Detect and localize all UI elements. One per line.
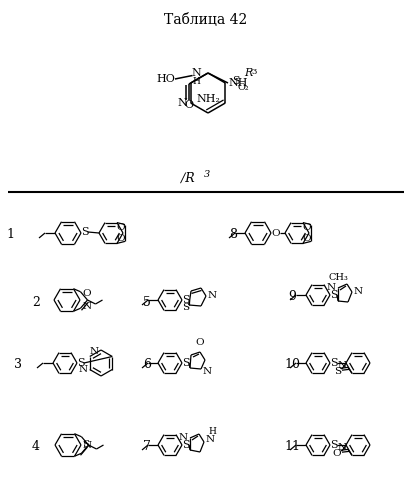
- Text: N: N: [82, 442, 91, 450]
- Text: S: S: [182, 295, 190, 305]
- Text: HO: HO: [156, 74, 175, 84]
- Text: S: S: [334, 368, 341, 376]
- Text: H: H: [192, 77, 200, 86]
- Text: O: O: [303, 223, 311, 232]
- Text: 9: 9: [288, 290, 296, 304]
- Text: O: O: [117, 234, 125, 243]
- Text: 2: 2: [32, 296, 40, 308]
- Text: S: S: [81, 227, 89, 237]
- Text: N: N: [208, 292, 217, 300]
- Text: NH₂: NH₂: [196, 94, 220, 104]
- Text: S: S: [82, 440, 90, 448]
- Text: O: O: [117, 223, 125, 232]
- Text: N: N: [354, 288, 363, 296]
- Text: 3: 3: [251, 68, 256, 76]
- Text: O: O: [82, 289, 91, 298]
- Text: N: N: [338, 361, 347, 370]
- Text: CH₃: CH₃: [328, 274, 348, 282]
- Text: 6: 6: [143, 358, 151, 372]
- Text: 5: 5: [143, 296, 151, 308]
- Text: O: O: [272, 228, 280, 237]
- Text: 1: 1: [6, 228, 14, 241]
- Text: S: S: [77, 358, 85, 368]
- Text: S: S: [330, 440, 338, 450]
- Text: 3: 3: [204, 170, 210, 179]
- Text: 4: 4: [32, 440, 40, 454]
- Text: N: N: [82, 302, 91, 311]
- Text: N: N: [179, 432, 188, 442]
- Text: ∕R: ∕R: [181, 172, 195, 184]
- Text: N: N: [79, 365, 88, 374]
- Text: Таблица 42: Таблица 42: [164, 13, 248, 27]
- Text: S: S: [182, 440, 190, 450]
- Text: 11: 11: [284, 440, 300, 454]
- Text: R: R: [244, 68, 253, 78]
- Text: 7: 7: [143, 440, 151, 454]
- Text: N: N: [327, 282, 336, 292]
- Text: 10: 10: [284, 358, 300, 372]
- Text: NH: NH: [228, 78, 248, 88]
- Text: O: O: [303, 234, 311, 243]
- Text: S: S: [330, 358, 338, 368]
- Text: N: N: [90, 348, 99, 356]
- Text: O: O: [196, 338, 204, 347]
- Text: S: S: [182, 358, 190, 368]
- Text: H: H: [208, 426, 216, 436]
- Text: O: O: [185, 100, 194, 110]
- Text: 3: 3: [14, 358, 22, 372]
- Text: 8: 8: [229, 228, 237, 241]
- Text: O: O: [332, 450, 341, 458]
- Text: S: S: [232, 76, 240, 86]
- Text: N: N: [338, 443, 347, 452]
- Text: S: S: [183, 304, 190, 312]
- Text: N: N: [192, 68, 201, 78]
- Text: O₂: O₂: [238, 84, 250, 92]
- Text: N: N: [203, 366, 212, 376]
- Text: S: S: [330, 290, 338, 300]
- Text: N: N: [206, 436, 215, 444]
- Text: N: N: [178, 98, 188, 108]
